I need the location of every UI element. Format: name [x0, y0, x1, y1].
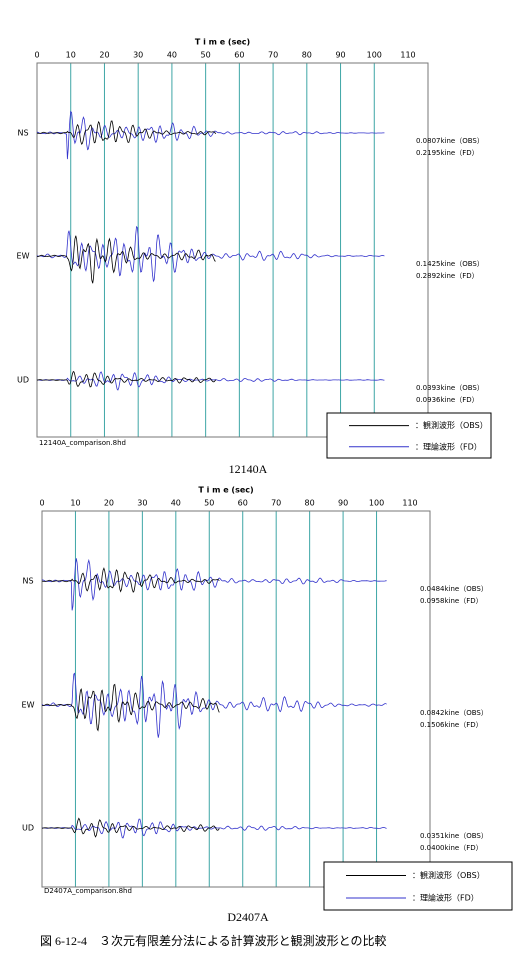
x-tick-label: 50 [204, 499, 214, 508]
amp-obs: 0.0807kine（OBS） [416, 137, 484, 145]
axis-title: T i m e (sec) [198, 486, 253, 495]
legend-fd: ：理論波形（FD） [415, 441, 482, 451]
panel-caption: D2407A [227, 910, 269, 924]
axis-title: T i m e (sec) [195, 38, 250, 47]
amp-fd: 0.0400kine（FD） [420, 844, 483, 852]
amp-obs: 0.1425kine（OBS） [416, 260, 484, 268]
panel-caption: 12140A [229, 462, 268, 476]
amp-fd: 0.0936kine（FD） [416, 396, 479, 404]
legend-box [326, 412, 492, 459]
x-tick-label: 110 [400, 51, 415, 60]
x-tick-label: 90 [338, 499, 348, 508]
channel-label: NS [17, 129, 28, 138]
waveform [36, 120, 217, 146]
amp-obs: 0.0393kine（OBS） [416, 384, 484, 392]
file-name: 12140A_comparison.8hd [39, 439, 126, 447]
legend-obs: ：観測波形（OBS） [412, 870, 485, 880]
x-tick-label: 60 [234, 51, 244, 60]
x-tick-label: 0 [34, 51, 39, 60]
x-tick-label: 70 [268, 51, 278, 60]
legend-box [323, 861, 513, 911]
channel-label: NS [22, 577, 33, 586]
channel-label: UD [22, 824, 34, 833]
x-tick-label: 100 [367, 51, 382, 60]
channel-label: EW [22, 701, 35, 710]
waveform [37, 371, 385, 391]
x-tick-label: 30 [133, 51, 143, 60]
waveform [36, 225, 385, 283]
x-tick-label: 110 [402, 499, 417, 508]
amp-fd: 0.2892kine（FD） [416, 272, 479, 280]
amp-obs: 0.0484kine（OBS） [420, 585, 488, 593]
x-tick-label: 0 [39, 499, 44, 508]
x-tick-label: 40 [171, 499, 181, 508]
x-tick-label: 10 [66, 51, 76, 60]
amp-obs: 0.0842kine（OBS） [420, 709, 488, 717]
waveform [36, 370, 217, 388]
x-tick-label: 30 [137, 499, 147, 508]
x-tick-label: 80 [302, 51, 312, 60]
waveform [41, 683, 220, 732]
x-tick-label: 20 [104, 499, 114, 508]
waveform [42, 558, 387, 611]
legend-obs: ：観測波形（OBS） [415, 420, 488, 430]
waveform [41, 567, 220, 593]
file-name: D2407A_comparison.8hd [44, 887, 132, 895]
amp-fd: 0.1506kine（FD） [420, 721, 483, 729]
figure-caption: 図 6-12-4 ３次元有限差分法による計算波形と観測波形との比較 [40, 933, 387, 948]
amp-obs: 0.0351kine（OBS） [420, 832, 488, 840]
x-tick-label: 10 [70, 499, 80, 508]
x-tick-label: 80 [305, 499, 315, 508]
amp-fd: 0.0958kine（FD） [420, 597, 483, 605]
x-tick-label: 40 [167, 51, 177, 60]
x-tick-label: 100 [369, 499, 384, 508]
plot-frame [41, 510, 431, 888]
waveform [42, 818, 387, 839]
x-tick-label: 20 [99, 51, 109, 60]
x-tick-label: 90 [335, 51, 345, 60]
waveform [41, 817, 220, 838]
amp-fd: 0.2195kine（FD） [416, 149, 479, 157]
legend-fd: ：理論波形（FD） [412, 893, 479, 903]
x-tick-label: 60 [238, 499, 248, 508]
waveform [36, 110, 385, 160]
x-tick-label: 50 [201, 51, 211, 60]
x-tick-label: 70 [271, 499, 281, 508]
plot-frame [36, 62, 429, 438]
waveform [36, 235, 216, 284]
waveform [41, 672, 387, 738]
channel-label: EW [17, 252, 30, 261]
channel-label: UD [17, 376, 29, 385]
